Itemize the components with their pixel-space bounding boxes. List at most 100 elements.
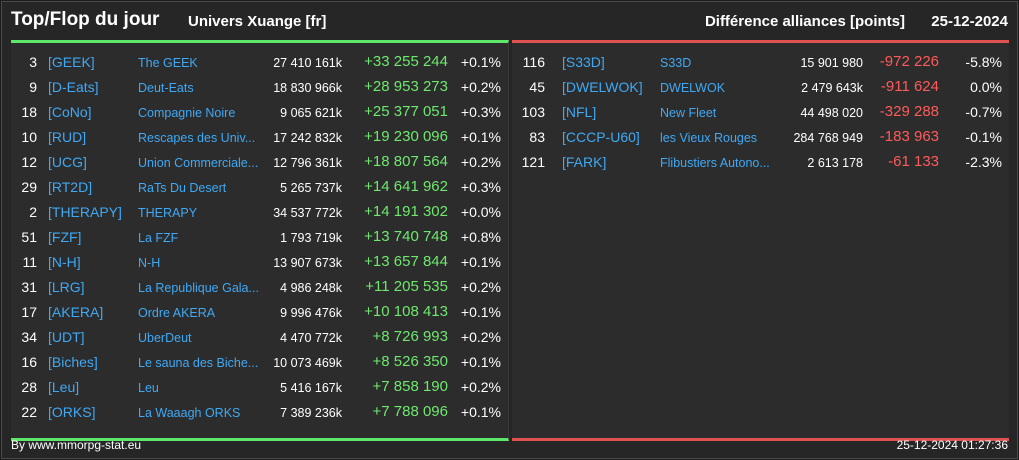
- alliance-points: 9 065 621k: [280, 106, 342, 120]
- alliance-name-link[interactable]: les Vieux Rouges: [660, 131, 758, 145]
- alliance-name-link[interactable]: S33D: [660, 56, 692, 70]
- alliance-row: 9 [D-Eats] Deut-Eats 18 830 966k +28 953 273…: [11, 75, 508, 100]
- percent-change: +0.3%: [460, 179, 501, 195]
- alliance-tag-link[interactable]: [FZF]: [48, 229, 82, 245]
- alliance-tag-link[interactable]: [LRG]: [48, 279, 85, 295]
- points-difference: +13 657 844: [364, 253, 448, 270]
- alliance-name-link[interactable]: DWELWOK: [660, 81, 726, 95]
- alliance-points: 15 901 980: [800, 56, 863, 70]
- source-credit[interactable]: By www.mmorpg-stat.eu: [11, 438, 142, 452]
- alliance-tag-link[interactable]: [GEEK]: [48, 54, 95, 70]
- percent-change: +0.2%: [460, 329, 501, 345]
- points-difference: +14 191 302: [364, 203, 448, 220]
- alliance-name-link[interactable]: Ordre AKERA: [138, 306, 216, 320]
- percent-change: +0.2%: [460, 79, 501, 95]
- points-difference: -329 288: [879, 103, 939, 120]
- alliance-tag-link[interactable]: [UCG]: [48, 154, 87, 170]
- alliance-name-link[interactable]: THERAPY: [138, 206, 198, 220]
- points-difference: +8 726 993: [372, 328, 449, 345]
- alliance-rank: 31: [21, 279, 37, 295]
- alliance-name-link[interactable]: Le sauna des Biche...: [138, 356, 259, 370]
- alliance-points: 9 996 476k: [280, 306, 342, 320]
- alliance-row: 18 [CoNo] Compagnie Noire 9 065 621k +25 377…: [11, 100, 508, 125]
- alliance-name-link[interactable]: The GEEK: [138, 56, 198, 70]
- alliance-row: 12 [UCG] Union Commerciale... 12 796 361k +1…: [11, 150, 508, 175]
- alliance-row: 121 [FARK] Flibustiers Autono... 2 613 178 -…: [512, 150, 1009, 175]
- percent-change: -0.1%: [965, 129, 1002, 145]
- alliance-name-link[interactable]: Compagnie Noire: [138, 106, 236, 120]
- alliance-name-link[interactable]: UberDeut: [138, 331, 192, 345]
- alliance-name-link[interactable]: N-H: [138, 256, 161, 270]
- alliance-rank: 29: [21, 179, 37, 195]
- alliance-tag-link[interactable]: [FARK]: [562, 154, 607, 170]
- alliance-name-link[interactable]: La FZF: [138, 231, 179, 245]
- alliance-rank: 10: [21, 129, 37, 145]
- alliance-rank: 9: [29, 79, 37, 95]
- alliance-row: 45 [DWELWOK] DWELWOK 2 479 643k -911 624 0.0%: [512, 75, 1009, 100]
- percent-change: +0.1%: [460, 54, 501, 70]
- alliance-rank: 45: [529, 79, 545, 95]
- alliance-name-link[interactable]: Leu: [138, 381, 159, 395]
- alliance-tag-link[interactable]: [RT2D]: [48, 179, 93, 195]
- alliance-rank: 103: [521, 104, 545, 120]
- alliance-points: 2 613 178: [807, 156, 863, 170]
- alliance-points: 17 242 832k: [273, 131, 342, 145]
- alliance-name-link[interactable]: Rescapes des Univ...: [138, 131, 256, 145]
- alliance-tag-link[interactable]: [ORKS]: [48, 404, 96, 420]
- alliance-rank: 121: [521, 154, 545, 170]
- alliance-row: 10 [RUD] Rescapes des Univ... 17 242 832k +1…: [11, 125, 508, 150]
- alliance-tag-link[interactable]: [DWELWOK]: [562, 79, 643, 95]
- alliance-name-link[interactable]: New Fleet: [660, 106, 717, 120]
- alliance-tag-link[interactable]: [D-Eats]: [48, 79, 99, 95]
- header-date: 25-12-2024: [931, 13, 1008, 30]
- points-difference: +14 641 962: [364, 178, 448, 195]
- percent-change: +0.3%: [460, 104, 501, 120]
- alliance-tag-link[interactable]: [NFL]: [562, 104, 597, 120]
- alliance-tag-link[interactable]: [N-H]: [48, 254, 81, 270]
- alliance-row: 16 [Biches] Le sauna des Biche... 10 073 46…: [11, 350, 508, 375]
- header: Top/Flop du jour Univers Xuange [fr] Dif…: [2, 2, 1017, 42]
- alliance-row: 28 [Leu] Leu 5 416 167k +7 858 190 +0.2%: [11, 375, 508, 400]
- percent-change: 0.0%: [970, 79, 1002, 95]
- alliance-tag-link[interactable]: [UDT]: [48, 329, 85, 345]
- alliance-tag-link[interactable]: [Biches]: [48, 354, 98, 370]
- percent-change: +0.1%: [460, 254, 501, 270]
- alliance-name-link[interactable]: La Republique Gala...: [138, 281, 259, 295]
- percent-change: -2.3%: [965, 154, 1002, 170]
- alliance-tag-link[interactable]: [CoNo]: [48, 104, 92, 120]
- alliance-rank: 34: [21, 329, 37, 345]
- alliance-rank: 3: [29, 54, 37, 70]
- points-difference: -61 133: [888, 153, 939, 170]
- alliance-tag-link[interactable]: [AKERA]: [48, 304, 104, 320]
- points-difference: +7 788 096: [372, 403, 449, 420]
- alliance-name-link[interactable]: Deut-Eats: [138, 81, 194, 95]
- alliance-tag-link[interactable]: [RUD]: [48, 129, 87, 145]
- alliance-name-link[interactable]: La Waaagh ORKS: [138, 406, 241, 420]
- percent-change: -5.8%: [965, 54, 1002, 70]
- alliance-rank: 11: [22, 254, 37, 270]
- alliance-name-link[interactable]: RaTs Du Desert: [138, 181, 227, 195]
- percent-change: +0.8%: [460, 229, 501, 245]
- alliance-tag-link[interactable]: [S33D]: [562, 54, 605, 70]
- points-difference: +25 377 051: [364, 103, 448, 120]
- alliance-name-link[interactable]: Flibustiers Autono...: [660, 156, 770, 170]
- alliance-points: 1 793 719k: [280, 231, 342, 245]
- alliance-points: 13 907 673k: [273, 256, 342, 270]
- alliance-points: 5 265 737k: [280, 181, 342, 195]
- alliance-rank: 17: [21, 304, 37, 320]
- points-difference: -911 624: [880, 78, 939, 95]
- points-difference: +11 205 535: [365, 278, 448, 295]
- alliance-row: 51 [FZF] La FZF 1 793 719k +13 740 748 +0.8%: [11, 225, 508, 250]
- percent-change: +0.2%: [460, 279, 501, 295]
- points-difference: -972 226: [879, 53, 939, 70]
- alliance-points: 18 830 966k: [273, 81, 342, 95]
- alliance-name-link[interactable]: Union Commerciale...: [138, 156, 259, 170]
- alliance-points: 5 416 167k: [280, 381, 342, 395]
- alliance-tag-link[interactable]: [CCCP-U60]: [562, 129, 640, 145]
- alliance-row: 22 [ORKS] La Waaagh ORKS 7 389 236k +7 788 0…: [11, 400, 508, 425]
- alliance-tag-link[interactable]: [THERAPY]: [48, 204, 122, 220]
- alliance-points: 12 796 361k: [273, 156, 342, 170]
- alliance-tag-link[interactable]: [Leu]: [48, 379, 80, 395]
- alliance-row: 2 [THERAPY] THERAPY 34 537 772k +14 191 302 +…: [11, 200, 508, 225]
